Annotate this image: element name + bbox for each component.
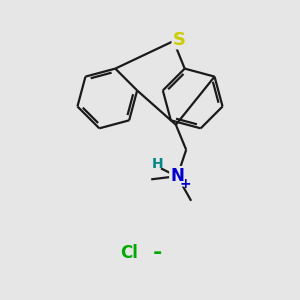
- Text: Cl: Cl: [121, 244, 138, 262]
- Text: +: +: [180, 177, 191, 190]
- Text: N: N: [170, 167, 184, 185]
- Text: H: H: [152, 157, 164, 171]
- Text: -: -: [153, 243, 162, 263]
- Text: S: S: [172, 31, 185, 49]
